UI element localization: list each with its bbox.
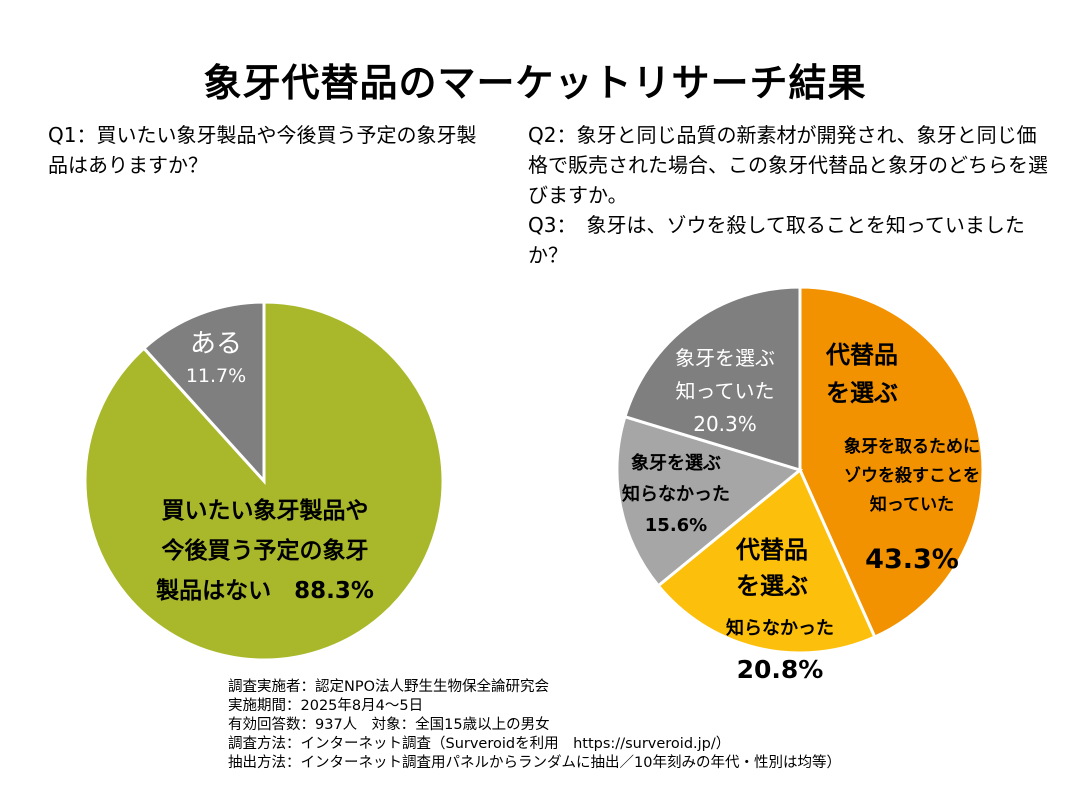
pie2-slice-3-label: 15.6% [645,515,707,536]
footer-line: 有効回答数：937人 対象：全国15歳以上の男女 [228,717,550,733]
survey-footer: 調査実施者：認定NPO法人野生生物保全論研究会 実施期間：2025年8月4～5日… [228,678,841,773]
question-2-3: Q2：象牙と同じ品質の新素材が開発され、象牙と同じ価格で販売された場合、この象牙… [528,120,1048,270]
pie1-slice-1-label: 製品はない 88.3% [155,577,374,604]
page-title: 象牙代替品のマーケットリサーチ結果 [203,61,867,105]
pie2-slice-4 [623,285,802,473]
footer-line: 調査方法：インターネット調査（Surveroidを利用 https://surv… [228,736,731,752]
pie2-slice-1-label: ゾウを殺すことを [844,465,980,486]
pie2-slice-2-label: 知らなかった [726,617,834,639]
pie2-slice-2 [656,467,877,655]
question-1: Q1：買いたい象牙製品や今後買う予定の象牙製品はありますか？ [48,123,477,177]
footer-line: 実施期間：2025年8月4～5日 [228,698,424,714]
pie1-slice-2-label: 11.7% [186,365,246,387]
pie1-slice-1-label: 今後買う予定の象牙 [162,537,369,564]
pie2-slice-1 [798,285,985,640]
pie1-slice-1-label: 買いたい象牙製品や [162,497,369,524]
pie2-slice-4-label: 象牙を選ぶ [675,346,775,370]
pie2-slice-2-label: 代替品 [735,536,808,564]
pie2-slice-4-label: 知っていた [676,379,775,403]
pie2-slice-3-label: 知らなかった [622,483,730,505]
pie1-slice-2-label: ある [190,329,242,359]
footer-line: 調査実施者：認定NPO法人野生生物保全論研究会 [228,679,550,695]
pie2-slice-3 [615,414,804,588]
pie2-slice-3-label: 象牙を選ぶ [631,452,721,474]
pie2-slice-4-label: 20.3% [693,412,757,436]
pie2-slice-2-label: を選ぶ [736,572,808,600]
pie1-slice-2 [141,300,266,485]
pie2-slice-1-label: を選ぶ [826,379,898,407]
pie2-slice-1-label: 代替品 [825,341,898,369]
pie2-slice-1-label: 43.3% [865,544,959,575]
question-3: Q3： 象牙は、ゾウを殺して取ることを知っていましたか？ [528,213,1025,267]
pie2-slice-1-label: 知っていた [869,494,954,515]
footer-line: 抽出方法：インターネット調査用パネルからランダムに抽出／10年刻みの年代・性別は… [228,755,841,771]
pie2-slice-2-label: 20.8% [737,655,824,684]
pie2-slice-1-label: 象牙を取るために [844,436,980,457]
question-2: Q2：象牙と同じ品質の新素材が開発され、象牙と同じ価格で販売された場合、この象牙… [528,123,1048,207]
